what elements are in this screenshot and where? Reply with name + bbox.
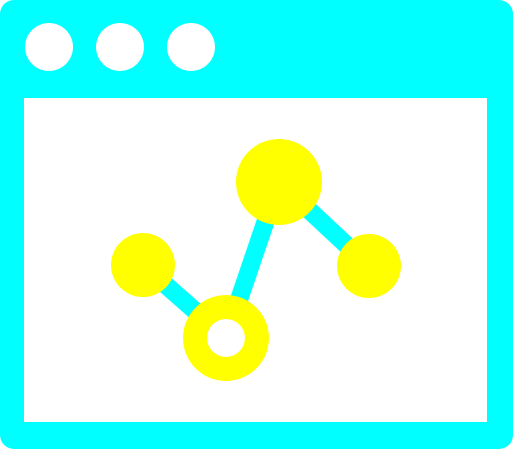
- window-dot-icon: [96, 23, 144, 71]
- line-chart-graph-icon: [111, 139, 401, 381]
- graph-node: [111, 233, 175, 297]
- title-bar-dots: [25, 23, 215, 71]
- graph-node-ring-hole: [207, 319, 245, 357]
- graph-node: [337, 234, 401, 298]
- window-dot-icon: [25, 23, 73, 71]
- graph-node-large: [236, 139, 322, 225]
- window-dot-icon: [167, 23, 215, 71]
